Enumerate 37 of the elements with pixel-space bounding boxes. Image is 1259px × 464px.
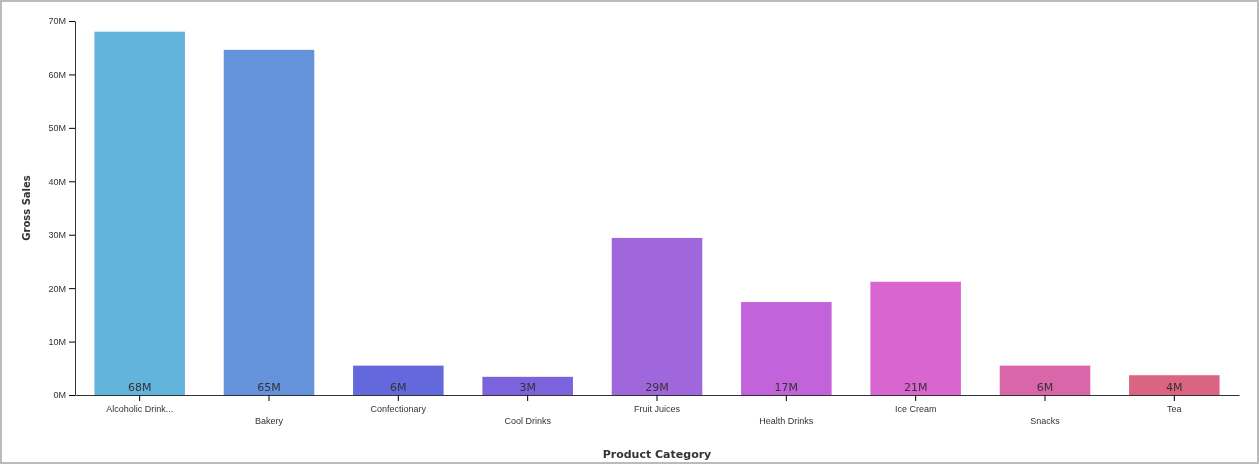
x-tick-label: Confectionary — [370, 404, 427, 415]
bar — [353, 365, 444, 395]
bar — [223, 49, 315, 395]
x-tick-label: Snacks — [1030, 415, 1061, 426]
x-tick-label: Health Drinks — [759, 415, 814, 426]
data-label: 65M — [257, 381, 281, 394]
x-tick-label: Bakery — [254, 415, 284, 426]
data-label: 4M — [1166, 381, 1183, 394]
x-tick-label: Ice Cream — [894, 404, 937, 415]
data-label: 29M — [645, 381, 669, 394]
y-tick-label: 0M — [53, 390, 66, 401]
y-tick-label: 40M — [48, 176, 66, 187]
bar — [999, 365, 1091, 395]
y-tick-label: 60M — [48, 69, 66, 80]
y-tick-label: 50M — [48, 123, 66, 134]
data-label: 6M — [390, 381, 407, 394]
data-label: 3M — [519, 381, 536, 394]
data-label: 68M — [127, 381, 152, 394]
y-tick-label: 10M — [48, 336, 66, 347]
y-axis-title: Gross Sales — [21, 175, 32, 241]
bar — [94, 31, 185, 395]
x-tick-label: Fruit Juices — [633, 404, 681, 415]
y-tick-label: 20M — [48, 283, 66, 294]
x-axis-title: Product Category — [602, 448, 712, 461]
data-label: 6M — [1036, 381, 1054, 394]
bar — [611, 237, 703, 395]
bar — [482, 376, 573, 395]
bar — [741, 302, 832, 395]
bar — [1129, 375, 1220, 395]
y-tick-label: 70M — [48, 16, 66, 27]
data-label: 17M — [774, 381, 799, 394]
data-label: 21M — [903, 381, 928, 394]
y-tick-label: 30M — [48, 230, 66, 241]
x-tick-label: Alcoholic Drink... — [106, 404, 174, 415]
x-tick-label: Tea — [1167, 404, 1182, 415]
bar — [870, 281, 961, 395]
x-tick-label: Cool Drinks — [504, 415, 552, 426]
